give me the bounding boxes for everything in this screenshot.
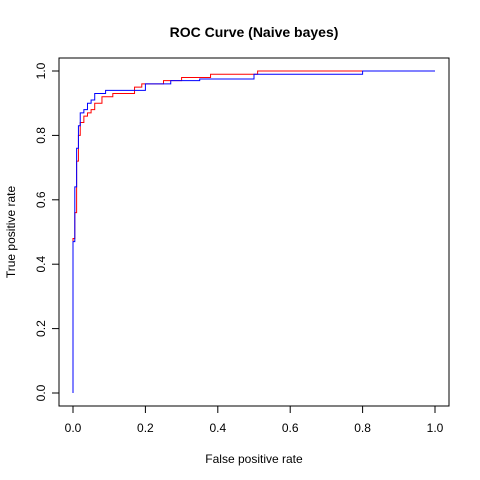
x-tick-label: 0.0 — [65, 421, 82, 435]
chart-title: ROC Curve (Naive bayes) — [170, 24, 339, 40]
plot-frame — [58, 57, 450, 407]
x-axis-label: False positive rate — [205, 452, 303, 466]
roc-series-2 — [72, 70, 435, 393]
x-tick-label: 1.0 — [427, 421, 444, 435]
x-tick-label: 0.4 — [209, 421, 226, 435]
x-axis: 0.0 0.2 0.4 0.6 0.8 1.0 — [65, 405, 444, 435]
y-tick-label: 0.6 — [34, 191, 48, 208]
x-tick-label: 0.6 — [282, 421, 299, 435]
y-axis-label: True positive rate — [4, 186, 18, 279]
y-tick-label: 0.8 — [34, 127, 48, 144]
x-tick-label: 0.8 — [354, 421, 371, 435]
y-tick-label: 1.0 — [34, 62, 48, 79]
y-tick-label: 0.0 — [34, 384, 48, 401]
y-tick-label: 0.4 — [34, 256, 48, 273]
x-tick-label: 0.2 — [137, 421, 154, 435]
roc-series-1 — [72, 70, 435, 393]
y-tick-label: 0.2 — [34, 320, 48, 337]
y-axis: 0.0 0.2 0.4 0.6 0.8 1.0 — [34, 62, 60, 401]
series-layer — [72, 70, 435, 393]
